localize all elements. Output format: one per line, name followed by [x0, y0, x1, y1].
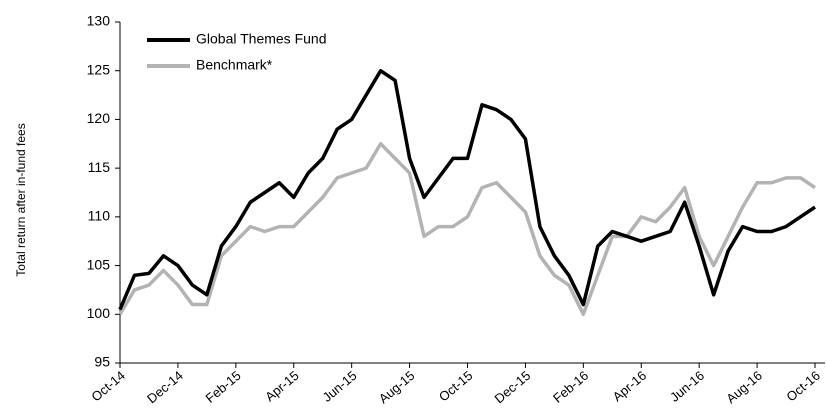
x-tick-label: Aug-15	[376, 368, 418, 406]
y-tick-label: 115	[88, 159, 111, 175]
x-tick-label: Dec-15	[492, 368, 534, 406]
x-tick-label: Oct-16	[783, 368, 823, 405]
legend-label: Benchmark*	[196, 57, 273, 73]
x-tick-label: Aug-16	[723, 368, 765, 406]
x-tick-label: Apr-16	[610, 368, 650, 405]
x-tick-label: Jun-15	[320, 368, 360, 405]
y-tick-label: 130	[87, 13, 111, 29]
x-tick-label: Dec-14	[144, 368, 186, 406]
y-tick-label: 105	[87, 256, 111, 272]
y-tick-label: 110	[88, 208, 111, 224]
x-tick-label: Apr-15	[262, 368, 302, 405]
y-tick-label: 125	[87, 61, 111, 77]
x-tick-label: Feb-15	[203, 368, 244, 406]
x-tick-label: Feb-16	[550, 368, 591, 406]
x-tick-label: Oct-14	[88, 368, 128, 405]
series-line	[118, 142, 816, 317]
series-line	[118, 68, 816, 311]
legend-label: Global Themes Fund	[196, 31, 326, 47]
x-tick-label: Jun-16	[667, 368, 707, 405]
y-tick-label: 95	[94, 354, 110, 370]
y-tick-label: 100	[87, 305, 111, 321]
y-tick-label: 120	[87, 110, 111, 126]
x-tick-label: Oct-15	[436, 368, 476, 405]
y-axis-label: Total return after in-fund fees	[14, 123, 28, 276]
